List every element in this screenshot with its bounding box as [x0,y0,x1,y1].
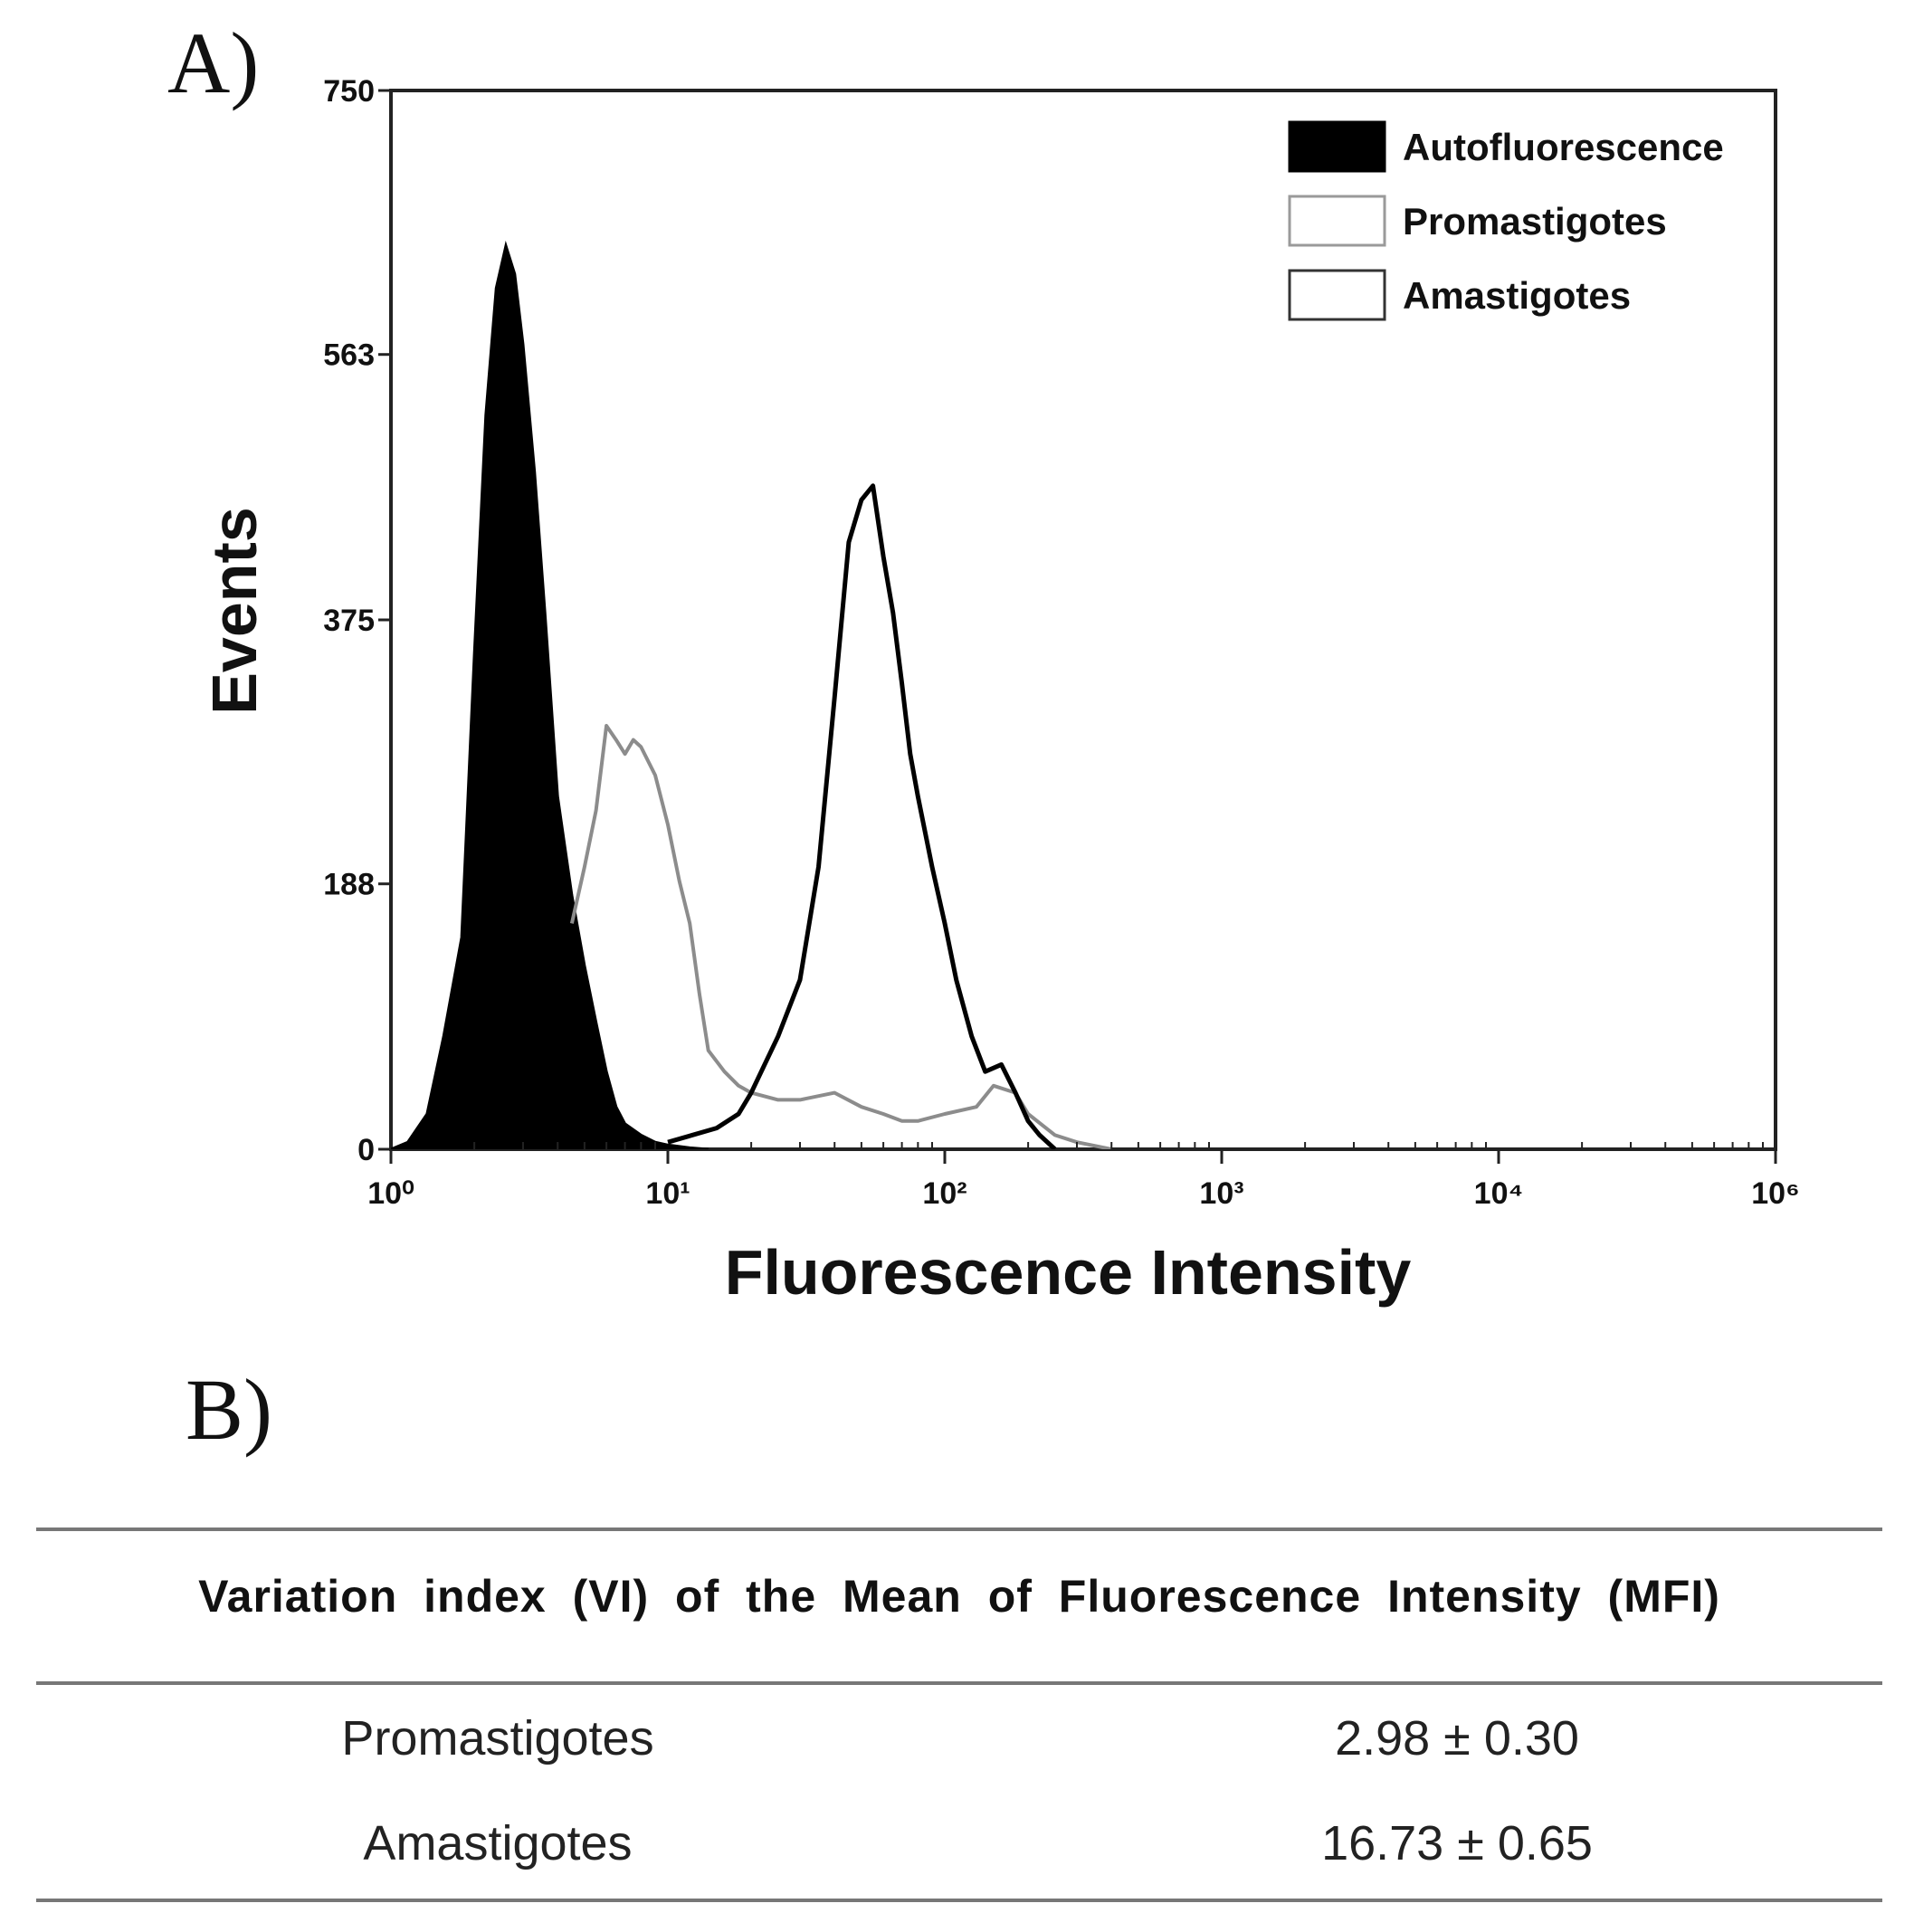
legend-autofluorescence-label: Autofluorescence [1403,126,1724,168]
legend-promastigotes-label: Promastigotes [1403,200,1667,243]
x-tick-label: 10¹ [645,1176,690,1211]
table-cell-name: Promastigotes [341,1711,654,1765]
y-tick-label: 188 [323,868,375,902]
y-axis: 0 188 375 563 750 [323,74,391,1167]
x-tick-label: 10⁴ [1474,1176,1524,1211]
table-cell-value: 2.98 ± 0.30 [1335,1711,1579,1765]
legend-autofluorescence-swatch [1288,120,1386,173]
table-cell-value: 16.73 ± 0.65 [1321,1816,1593,1870]
x-axis-title: Fluorescence Intensity [725,1237,1412,1308]
table-header-rule [36,1681,1882,1685]
y-tick-label: 375 [323,604,375,638]
y-tick-label: 563 [323,338,375,373]
series-promastigotes-line [569,724,1112,1149]
panel-b-label: B) [186,1361,272,1458]
x-tick-label: 10⁶ [1751,1176,1799,1211]
x-tick-label: 10⁰ [367,1176,414,1211]
table-header: Variation index (VI) of the Mean of Fluo… [198,1571,1720,1622]
table-row: Amastigotes 16.73 ± 0.65 [36,1815,1882,1897]
panel-a-label: A) [167,14,260,111]
legend: Autofluorescence Promastigotes Amastigotes [1288,120,1724,321]
table-cell-name: Amastigotes [363,1816,633,1870]
legend-amastigotes-label: Amastigotes [1403,274,1631,317]
series-autofluorescence-area [391,240,709,1149]
y-tick-label: 0 [357,1133,375,1167]
y-tick-label: 750 [323,74,375,109]
series-layer [391,240,1112,1149]
x-tick-label: 10³ [1199,1176,1243,1211]
legend-amastigotes-swatch [1288,269,1386,321]
legend-promastigotes-swatch [1288,195,1386,247]
table-row: Promastigotes 2.98 ± 0.30 [36,1710,1882,1792]
table-bottom-rule [36,1899,1882,1902]
x-tick-label: 10² [922,1176,967,1211]
series-amastigotes-line [667,483,1057,1149]
x-axis: 10⁰ 10¹ 10² 10³ 10⁴ 10⁶ [367,1142,1800,1211]
chart-frame [389,89,1777,1151]
y-axis-title: Events [199,507,270,715]
table-top-rule [36,1528,1882,1531]
